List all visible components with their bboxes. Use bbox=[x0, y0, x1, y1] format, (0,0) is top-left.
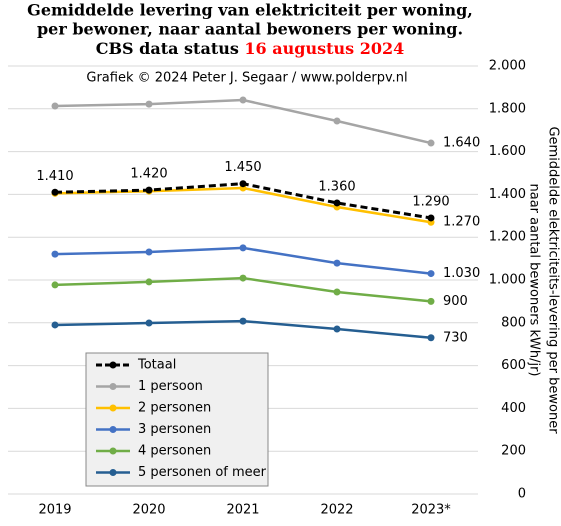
marker bbox=[239, 96, 247, 104]
marker bbox=[427, 334, 435, 342]
marker bbox=[145, 278, 153, 286]
y-tick-label: 1.800 bbox=[489, 101, 526, 116]
legend-swatch bbox=[109, 361, 117, 369]
data-label: 1.360 bbox=[318, 179, 355, 194]
marker bbox=[333, 288, 341, 296]
y-tick-label: 800 bbox=[501, 315, 526, 330]
marker bbox=[333, 199, 341, 207]
data-label: 1.270 bbox=[443, 215, 480, 230]
marker bbox=[239, 317, 247, 325]
marker bbox=[427, 270, 435, 278]
chart-title-highlight: 16 augustus 2024 bbox=[244, 39, 404, 58]
marker bbox=[239, 180, 247, 188]
marker bbox=[145, 100, 153, 108]
data-label: 1.450 bbox=[224, 160, 261, 175]
line bbox=[54, 246, 432, 275]
data-label: 900 bbox=[443, 294, 468, 309]
marker bbox=[145, 186, 153, 194]
legend-label: 5 personen of meer bbox=[138, 465, 267, 480]
data-label: 1.030 bbox=[443, 266, 480, 281]
x-tick-label: 2021 bbox=[226, 503, 259, 518]
y-tick-label: 1.400 bbox=[489, 187, 526, 202]
y-tick-label: 200 bbox=[501, 444, 526, 459]
marker bbox=[51, 188, 59, 196]
chart-title: CBS data status 16 augustus 2024 bbox=[96, 39, 404, 58]
y-tick-label: 0 bbox=[518, 487, 526, 502]
chart-title: Gemiddelde levering van elektriciteit pe… bbox=[27, 1, 473, 20]
data-label: 1.420 bbox=[130, 167, 167, 182]
legend-swatch bbox=[109, 383, 117, 390]
marker bbox=[239, 244, 247, 252]
legend-swatch bbox=[109, 404, 117, 412]
marker bbox=[427, 139, 435, 147]
marker bbox=[51, 321, 59, 329]
marker bbox=[239, 274, 247, 282]
legend-label: Totaal bbox=[137, 358, 176, 373]
chart-subtitle: Grafiek © 2024 Peter J. Segaar / www.pol… bbox=[86, 71, 407, 86]
legend-label: 1 persoon bbox=[138, 379, 203, 394]
marker bbox=[333, 259, 341, 267]
line bbox=[54, 98, 432, 145]
y-tick-label: 1.200 bbox=[489, 230, 526, 245]
legend-swatch bbox=[109, 426, 117, 433]
data-label: 730 bbox=[443, 330, 468, 345]
legend-swatch bbox=[109, 447, 117, 455]
marker bbox=[145, 319, 153, 327]
marker bbox=[51, 102, 59, 110]
marker bbox=[333, 117, 341, 125]
marker bbox=[51, 250, 59, 258]
legend-swatch bbox=[109, 469, 117, 476]
legend-box bbox=[85, 352, 269, 487]
y-axis-label: Gemiddelde elektriciteits-levering per b… bbox=[546, 126, 561, 434]
y-axis-label: naar aantal bewoners kWh/jr) bbox=[527, 184, 542, 377]
x-tick-label: 2022 bbox=[320, 503, 353, 518]
x-tick-label: 2019 bbox=[38, 503, 71, 518]
x-tick-label: 2023* bbox=[411, 503, 451, 518]
marker bbox=[427, 214, 435, 222]
marker bbox=[145, 248, 153, 256]
y-tick-label: 600 bbox=[501, 358, 526, 373]
marker bbox=[427, 297, 435, 305]
data-label: 1.640 bbox=[443, 136, 480, 151]
x-tick-label: 2020 bbox=[132, 503, 165, 518]
line bbox=[54, 186, 432, 224]
legend-label: 3 personen bbox=[138, 422, 211, 437]
y-tick-label: 1.600 bbox=[489, 144, 526, 159]
chart-title: CBS data status bbox=[96, 39, 239, 58]
y-tick-label: 2.000 bbox=[489, 59, 526, 74]
marker bbox=[51, 281, 59, 289]
y-tick-label: 1.000 bbox=[489, 273, 526, 288]
chart-title: per bewoner, naar aantal bewoners per wo… bbox=[37, 20, 463, 39]
y-tick-label: 400 bbox=[501, 401, 526, 416]
data-label: 1.290 bbox=[412, 194, 449, 209]
legend-label: 2 personen bbox=[138, 401, 211, 416]
legend-label: 4 personen bbox=[138, 444, 211, 459]
data-label: 1.410 bbox=[36, 169, 73, 184]
marker bbox=[333, 325, 341, 333]
